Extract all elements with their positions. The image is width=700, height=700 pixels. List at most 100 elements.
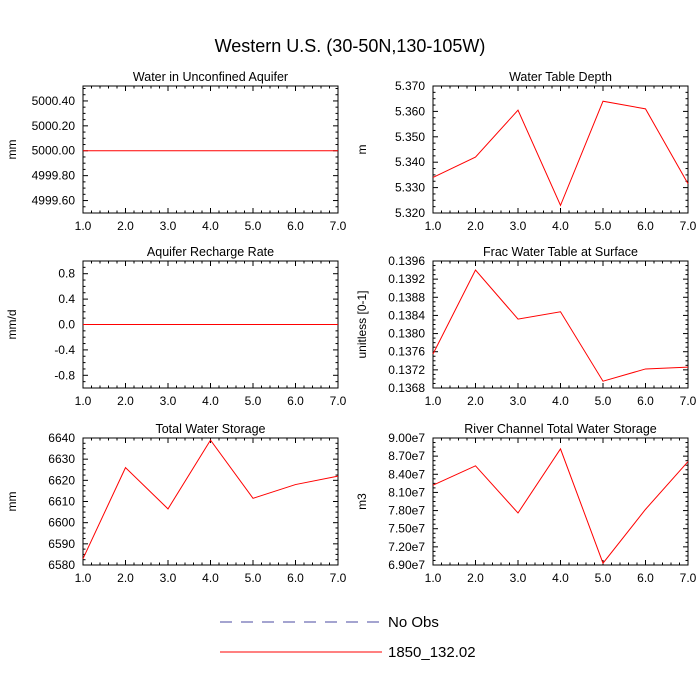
x-tick-label: 5.0	[245, 219, 262, 233]
x-tick-label: 7.0	[680, 571, 697, 585]
x-tick-label: 2.0	[117, 571, 134, 585]
plot-frame	[432, 437, 689, 566]
x-tick-label: 3.0	[160, 571, 177, 585]
panel-title: Total Water Storage	[155, 422, 265, 436]
x-tick-label: 5.0	[245, 394, 262, 408]
panel-2: Water Table Depth m 1.0 2.0 3.0 4.0 5.0 6.0 7.0 5…	[355, 70, 697, 233]
panel-3: Aquifer Recharge Rate mm/d 1.0 2.0 3.0 4.0 5.0…	[5, 245, 347, 408]
y-tick-label: 5.340	[395, 155, 425, 169]
y-tick-label: 5.360	[395, 104, 425, 118]
x-tick-label: 3.0	[510, 571, 527, 585]
y-tick-label: 9.00e7	[388, 431, 425, 445]
y-tick-label: 5.320	[395, 206, 425, 220]
series-line	[82, 439, 339, 559]
y-axis-label: m	[355, 145, 369, 155]
series-line	[432, 100, 689, 207]
x-tick-label: 4.0	[552, 219, 569, 233]
y-tick-label: 0.1376	[388, 345, 425, 359]
y-tick-label: 7.80e7	[388, 504, 425, 518]
y-tick-label: 0.1372	[388, 363, 425, 377]
y-tick-label: 7.20e7	[388, 540, 425, 554]
x-tick-label: 5.0	[595, 394, 612, 408]
panel-6: River Channel Total Water Storage m3 1.0 2.…	[355, 422, 697, 585]
y-tick-label: 4999.60	[32, 194, 76, 208]
y-tick-label: 6.90e7	[388, 558, 425, 572]
y-axis-label: mm	[5, 492, 19, 512]
x-tick-label: 6.0	[637, 571, 654, 585]
y-tick-label: 7.50e7	[388, 522, 425, 536]
x-tick-label: 1.0	[75, 394, 92, 408]
x-tick-label: 2.0	[467, 394, 484, 408]
y-tick-label: 5.330	[395, 181, 425, 195]
x-tick-label: 7.0	[330, 394, 347, 408]
y-tick-label: -0.4	[54, 343, 75, 357]
x-tick-label: 4.0	[202, 571, 219, 585]
x-tick-label: 4.0	[202, 394, 219, 408]
y-tick-label: 6620	[48, 473, 75, 487]
x-tick-label: 7.0	[680, 219, 697, 233]
y-tick-label: 0.1392	[388, 272, 425, 286]
x-tick-label: 4.0	[552, 571, 569, 585]
y-tick-label: 8.70e7	[388, 449, 425, 463]
plot-frame	[432, 85, 689, 214]
x-tick-label: 3.0	[160, 219, 177, 233]
y-tick-label: 0.1384	[388, 308, 425, 322]
legend-label: 1850_132.02	[388, 644, 476, 661]
y-tick-label: 0.8	[58, 267, 75, 281]
y-tick-label: 5000.40	[32, 94, 76, 108]
plot-frame	[82, 85, 339, 214]
y-tick-label: 0.1380	[388, 327, 425, 341]
plot-frame	[82, 437, 339, 566]
x-tick-label: 2.0	[467, 571, 484, 585]
panel-title: Water in Unconfined Aquifer	[133, 70, 288, 84]
x-tick-label: 6.0	[287, 394, 304, 408]
panel-1: Water in Unconfined Aquifer mm 1.0 2.0 3.0 4.…	[5, 70, 347, 233]
y-axis-label: mm/d	[5, 310, 19, 340]
x-tick-label: 7.0	[330, 219, 347, 233]
series-line	[432, 447, 689, 565]
x-tick-label: 2.0	[117, 394, 134, 408]
y-tick-label: 5.370	[395, 79, 425, 93]
y-tick-label: 0.1368	[388, 381, 425, 395]
panel-grid: Water in Unconfined Aquifer mm 1.0 2.0 3.0 4.…	[5, 70, 697, 585]
y-axis-label: m3	[355, 493, 369, 510]
panel-title: Water Table Depth	[509, 70, 612, 84]
x-tick-label: 1.0	[75, 571, 92, 585]
y-tick-label: 0.4	[58, 292, 75, 306]
y-tick-label: 6590	[48, 537, 75, 551]
x-tick-label: 7.0	[330, 571, 347, 585]
panel-title: Frac Water Table at Surface	[483, 245, 638, 259]
y-tick-label: 5.350	[395, 130, 425, 144]
y-tick-label: 6610	[48, 495, 75, 509]
x-tick-label: 6.0	[287, 219, 304, 233]
x-tick-label: 6.0	[637, 394, 654, 408]
panel-title: River Channel Total Water Storage	[464, 422, 657, 436]
y-tick-label: 6640	[48, 431, 75, 445]
x-tick-label: 5.0	[245, 571, 262, 585]
x-tick-label: 4.0	[552, 394, 569, 408]
y-tick-label: 0.1388	[388, 290, 425, 304]
x-tick-label: 2.0	[117, 219, 134, 233]
x-tick-label: 1.0	[75, 219, 92, 233]
y-tick-label: 6600	[48, 516, 75, 530]
legend-label: No Obs	[388, 614, 439, 631]
x-tick-label: 3.0	[160, 394, 177, 408]
y-tick-label: 6580	[48, 558, 75, 572]
y-tick-label: 5000.00	[32, 144, 76, 158]
y-tick-label: 0.0	[58, 318, 75, 332]
x-tick-label: 5.0	[595, 219, 612, 233]
x-tick-label: 1.0	[425, 571, 442, 585]
panel-title: Aquifer Recharge Rate	[147, 245, 274, 259]
x-tick-label: 4.0	[202, 219, 219, 233]
y-tick-label: 8.10e7	[388, 485, 425, 499]
y-tick-label: 5000.20	[32, 119, 76, 133]
y-tick-label: 4999.80	[32, 169, 76, 183]
x-tick-label: 6.0	[287, 571, 304, 585]
x-tick-label: 6.0	[637, 219, 654, 233]
y-tick-label: -0.8	[54, 368, 75, 382]
y-tick-label: 0.1396	[388, 254, 425, 268]
x-tick-label: 3.0	[510, 394, 527, 408]
y-tick-label: 8.40e7	[388, 467, 425, 481]
x-tick-label: 2.0	[467, 219, 484, 233]
